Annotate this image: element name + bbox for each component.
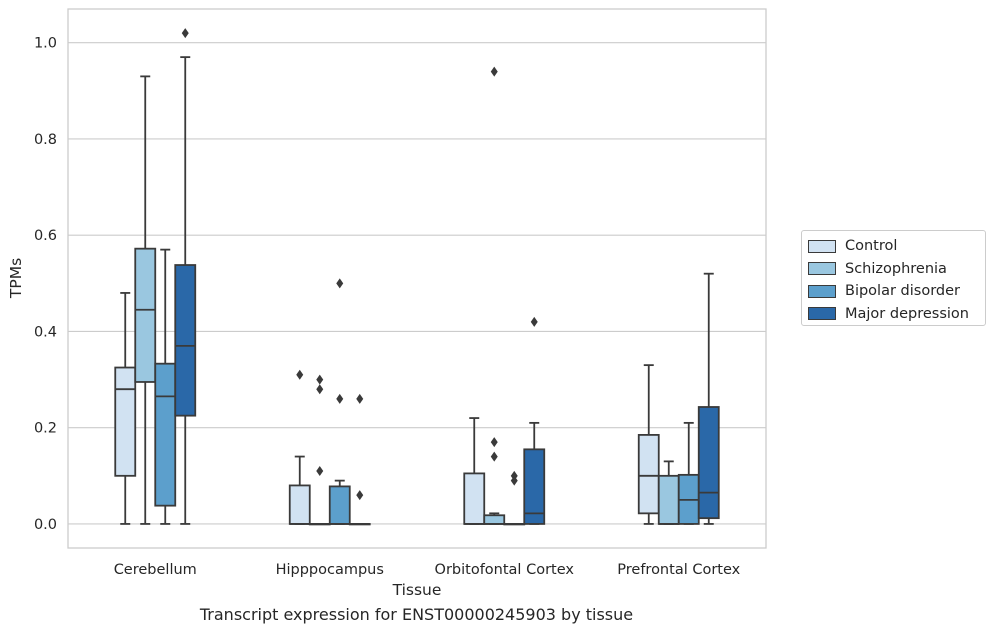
box-iqr: [483, 514, 506, 525]
box-iqr: [154, 362, 177, 507]
box-iqr: [114, 366, 137, 477]
legend-item: Schizophrenia: [808, 258, 985, 281]
box-0-2: [154, 248, 177, 525]
box-iqr: [523, 448, 546, 525]
box-0-1: [134, 75, 157, 525]
box-iqr: [657, 474, 680, 525]
box-1-1: [308, 374, 331, 526]
x-tick-label: Orbitofontal Cortex: [435, 562, 575, 578]
legend-swatch: [808, 239, 836, 253]
legend-item: Control: [808, 235, 985, 258]
box-plots: [114, 28, 720, 526]
box-iqr: [463, 472, 486, 525]
outlier-point: [510, 470, 518, 481]
box-3-1: [657, 460, 680, 525]
x-tick-label: Hipppocampus: [276, 562, 384, 578]
y-tick-label: 0.0: [34, 517, 57, 533]
outlier-point: [316, 466, 324, 476]
box-0-0: [114, 292, 137, 525]
legend-label: Schizophrenia: [845, 260, 947, 277]
y-tick-label: 0.6: [34, 228, 57, 244]
legend-swatch: [808, 307, 836, 321]
legend-label: Bipolar disorder: [845, 283, 960, 300]
legend-swatch: [808, 262, 836, 276]
box-3-2: [677, 421, 700, 525]
x-tick-label: Prefrontal Cortex: [617, 562, 740, 578]
outlier-point: [530, 316, 538, 327]
box-0-3: [174, 28, 197, 525]
outlier-point: [181, 28, 189, 39]
box-2-2: [503, 470, 526, 526]
y-tick-label: 0.4: [34, 324, 57, 340]
legend-item: Bipolar disorder: [808, 280, 985, 303]
box-2-1: [483, 66, 506, 525]
box-iqr: [174, 264, 197, 417]
box-iqr: [328, 485, 351, 525]
plot-frame: [67, 8, 767, 549]
legend-swatch: [808, 284, 836, 298]
outlier-point: [356, 393, 364, 404]
outlier-point: [336, 278, 344, 289]
box-2-3: [523, 316, 546, 525]
y-tick-label: 0.8: [34, 132, 57, 148]
outlier-point: [296, 369, 304, 380]
outlier-point: [490, 66, 498, 77]
box-iqr: [637, 434, 660, 515]
box-2-0: [463, 417, 486, 525]
box-iqr: [288, 484, 311, 525]
box-3-3: [697, 272, 720, 525]
legend: Control Schizophrenia Bipolar disorder Majo…: [801, 230, 986, 326]
outlier-point: [490, 451, 498, 462]
outlier-point: [336, 393, 344, 404]
y-tick-label: 1.0: [34, 36, 57, 52]
outlier-point: [490, 437, 498, 448]
x-tick-label: Cerebellum: [114, 562, 197, 578]
legend-item: Major depression: [808, 303, 985, 326]
box-1-2: [328, 278, 351, 525]
box-1-3: [348, 393, 371, 526]
box-iqr: [134, 247, 157, 383]
legend-label: Control: [845, 238, 898, 255]
chart-caption: Transcript expression for ENST0000024590…: [199, 605, 634, 624]
legend-label: Major depression: [845, 305, 969, 322]
outlier-point: [316, 374, 324, 385]
outlier-point: [356, 490, 364, 501]
box-1-0: [288, 369, 311, 525]
box-iqr: [697, 406, 720, 520]
y-tick-label: 0.2: [34, 421, 57, 437]
x-axis-label: Tissue: [392, 581, 442, 599]
y-tick-labels: 0.0 0.2 0.4 0.6 0.8 1.0: [34, 36, 57, 533]
y-axis-label: TPMs: [7, 258, 25, 299]
box-3-0: [637, 364, 660, 525]
outlier-point: [316, 384, 324, 395]
x-tick-labels: Cerebellum Hipppocampus Orbitofontal Corte…: [114, 562, 741, 578]
